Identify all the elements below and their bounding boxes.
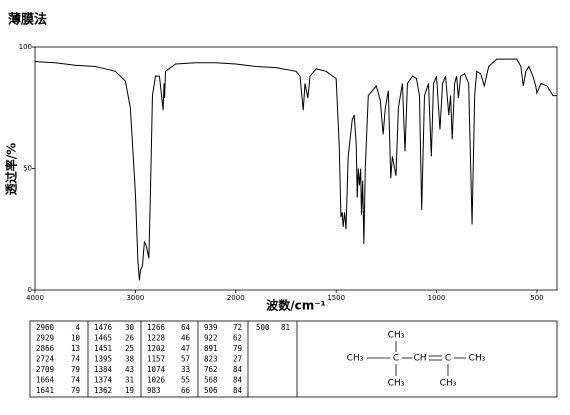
peak-transmittance: 74 [71, 355, 81, 364]
peak-wavenumber: 891 [204, 344, 218, 353]
peak-wavenumber: 983 [147, 386, 161, 395]
spectrum-line [34, 58, 557, 281]
peak-transmittance: 26 [125, 334, 135, 343]
chart-title: 薄膜法 [8, 12, 47, 28]
peak-transmittance: 55 [181, 376, 190, 385]
y-tick-label: 50 [23, 165, 32, 173]
peak-transmittance: 33 [181, 365, 190, 374]
peak-wavenumber: 2724 [36, 355, 55, 364]
peak-transmittance: 31 [125, 376, 134, 385]
peak-wavenumber: 2929 [36, 334, 54, 343]
peak-wavenumber: 506 [204, 386, 218, 395]
x-axis-label: 波数/cm⁻¹ [266, 298, 326, 313]
x-tick-label: 4000 [26, 294, 44, 302]
peak-wavenumber: 1395 [94, 355, 112, 364]
peak-transmittance: 27 [233, 355, 242, 364]
x-tick-label: 1000 [428, 294, 446, 302]
peak-wavenumber: 1476 [94, 323, 113, 332]
peak-transmittance: 57 [181, 355, 190, 364]
peak-wavenumber: 1465 [94, 334, 112, 343]
peak-wavenumber: 1266 [147, 323, 166, 332]
peak-transmittance: 19 [125, 386, 134, 395]
peak-transmittance: 38 [125, 355, 135, 364]
peak-wavenumber: 1202 [147, 344, 165, 353]
peak-wavenumber: 922 [204, 334, 218, 343]
structure-atom: CH₃ [388, 331, 405, 341]
structure-atom: CH₃ [388, 379, 405, 389]
peak-transmittance: 84 [233, 386, 243, 395]
peak-transmittance: 79 [71, 365, 80, 374]
peak-transmittance: 84 [233, 365, 243, 374]
peak-table [29, 320, 558, 398]
x-tick-label: 500 [530, 294, 543, 302]
x-tick-label: 2000 [227, 294, 245, 302]
y-tick-label: 0 [28, 286, 32, 294]
peak-wavenumber: 1641 [36, 386, 54, 395]
peak-wavenumber: 2709 [36, 365, 54, 374]
structure-bonds [367, 341, 466, 376]
peak-wavenumber: 2866 [36, 344, 55, 353]
peak-transmittance: 79 [71, 386, 80, 395]
peak-transmittance: 66 [181, 386, 191, 395]
peak-wavenumber: 1451 [94, 344, 112, 353]
peak-wavenumber: 939 [204, 323, 218, 332]
structure-atom: C [393, 354, 399, 364]
x-tick-label: 3000 [126, 294, 144, 302]
peak-wavenumber: 2960 [36, 323, 55, 332]
structure-atom: CH [413, 354, 426, 364]
peak-transmittance: 43 [125, 365, 134, 374]
peak-wavenumber: 1374 [94, 376, 113, 385]
y-axis-label: 透过率/% [4, 143, 19, 195]
peak-transmittance: 62 [233, 334, 242, 343]
peak-wavenumber: 1664 [36, 376, 55, 385]
peak-transmittance: 10 [71, 334, 81, 343]
peak-transmittance: 47 [181, 344, 190, 353]
structure-atom: CH₃ [469, 354, 486, 364]
structure-atom: CH₃ [347, 354, 364, 364]
peak-transmittance: 25 [125, 344, 134, 353]
structure-atom: CH₃ [440, 379, 457, 389]
table-dividers [87, 321, 298, 397]
peak-transmittance: 79 [233, 344, 242, 353]
peak-wavenumber: 762 [204, 365, 218, 374]
peak-wavenumber: 1026 [147, 376, 166, 385]
peak-transmittance: 13 [71, 344, 80, 353]
x-tick-label: 1500 [327, 294, 345, 302]
peak-transmittance: 72 [233, 323, 242, 332]
peak-transmittance: 81 [281, 323, 290, 332]
peak-wavenumber: 823 [204, 355, 218, 364]
peak-wavenumber: 1157 [147, 355, 165, 364]
peak-wavenumber: 1228 [147, 334, 166, 343]
y-tick-label: 100 [19, 43, 32, 51]
peak-wavenumber: 568 [204, 376, 218, 385]
peak-transmittance: 84 [233, 376, 243, 385]
peak-wavenumber: 1384 [94, 365, 113, 374]
structure-atom: C [445, 354, 451, 364]
peak-transmittance: 74 [71, 376, 81, 385]
peak-wavenumber: 500 [256, 323, 270, 332]
peak-transmittance: 46 [181, 334, 191, 343]
peak-transmittance: 30 [125, 323, 135, 332]
peak-transmittance: 4 [75, 323, 80, 332]
peak-transmittance: 64 [181, 323, 191, 332]
plot-frame [34, 46, 558, 291]
peak-wavenumber: 1362 [94, 386, 112, 395]
peak-wavenumber: 1074 [147, 365, 166, 374]
